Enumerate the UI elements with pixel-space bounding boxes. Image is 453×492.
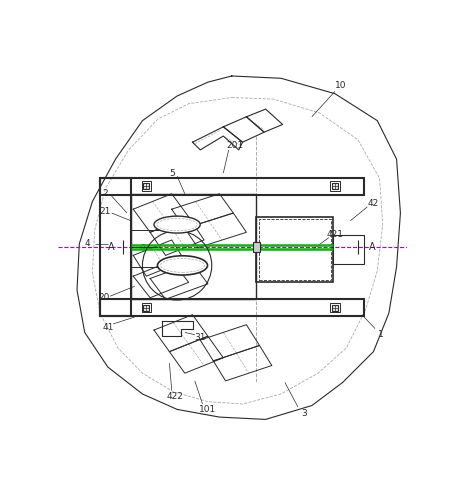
Bar <box>330 303 340 312</box>
Text: 21: 21 <box>100 207 111 216</box>
Text: 10: 10 <box>335 82 347 91</box>
Text: 41: 41 <box>102 322 114 332</box>
Bar <box>143 305 149 311</box>
Text: 3: 3 <box>301 409 307 418</box>
Bar <box>142 303 151 312</box>
Text: 1: 1 <box>378 330 384 339</box>
Text: A: A <box>108 242 115 252</box>
Text: 42: 42 <box>368 199 379 208</box>
Bar <box>256 217 333 282</box>
Bar <box>259 219 331 280</box>
Ellipse shape <box>154 216 200 233</box>
Bar <box>100 179 364 195</box>
Bar <box>333 235 364 264</box>
Text: A: A <box>369 242 375 252</box>
Bar <box>253 242 260 252</box>
Text: 5: 5 <box>169 168 174 178</box>
Ellipse shape <box>158 256 207 275</box>
Text: 4: 4 <box>84 239 90 248</box>
Bar <box>332 305 338 311</box>
Text: 422: 422 <box>166 392 183 401</box>
Text: 201: 201 <box>226 141 243 150</box>
Text: 2: 2 <box>103 189 108 198</box>
Bar <box>142 182 151 191</box>
Text: 31: 31 <box>194 333 206 342</box>
Text: 421: 421 <box>327 230 343 239</box>
Bar <box>131 194 256 299</box>
Text: 20: 20 <box>98 293 110 302</box>
Bar <box>332 183 338 189</box>
Text: α: α <box>139 242 146 252</box>
Bar <box>100 179 131 316</box>
Bar <box>100 299 364 316</box>
Bar <box>143 183 149 189</box>
Text: 101: 101 <box>199 405 217 414</box>
Bar <box>330 182 340 191</box>
